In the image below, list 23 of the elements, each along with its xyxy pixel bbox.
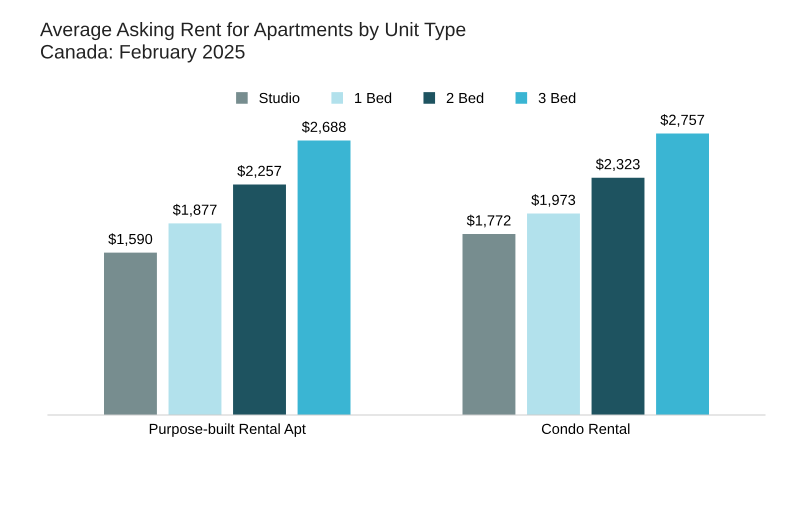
chart-title: Average Asking Rent for Apartments by Unit Type Canada: February 2025 — [40, 22, 466, 62]
bar — [527, 214, 580, 415]
bar — [298, 140, 350, 415]
legend-label: 1 Bed — [355, 92, 392, 104]
data-label: $2,688 — [302, 121, 346, 134]
data-label: $1,772 — [466, 214, 511, 228]
x-tick-label: Purpose-built Rental Apt — [150, 423, 306, 437]
bar — [462, 234, 516, 415]
data-label: $1,877 — [172, 204, 217, 217]
bar — [592, 178, 644, 415]
bar — [656, 133, 709, 415]
x-tick-label: Condo Rental — [542, 423, 630, 434]
data-label: $1,590 — [108, 233, 152, 246]
data-label: $1,973 — [531, 194, 576, 207]
bar — [233, 184, 286, 415]
legend-label: 2 Bed — [446, 92, 484, 104]
legend-label: Studio — [259, 92, 300, 104]
bar — [104, 252, 157, 415]
data-label: $2,257 — [237, 165, 282, 178]
data-label: $2,757 — [660, 114, 704, 127]
bar — [168, 223, 222, 415]
legend-label: 3 Bed — [538, 92, 576, 104]
data-label: $2,323 — [596, 158, 640, 172]
